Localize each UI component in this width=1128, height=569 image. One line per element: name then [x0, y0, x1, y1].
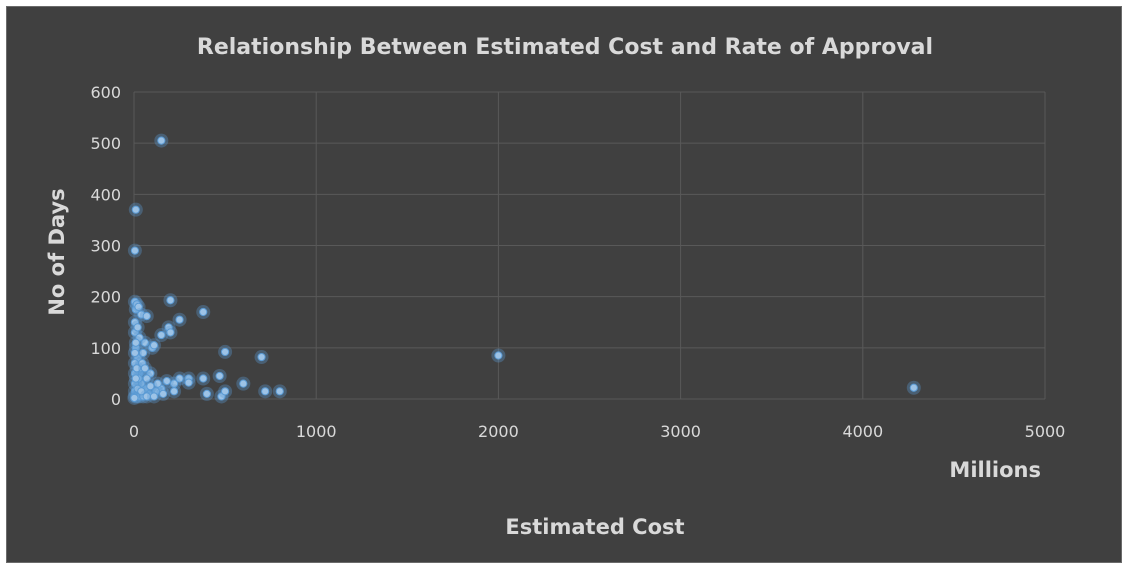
data-point — [127, 243, 142, 258]
y-tick-label: 400 — [90, 185, 121, 204]
y-tick-label: 300 — [90, 237, 121, 256]
data-point — [491, 348, 506, 363]
y-tick-label: 200 — [90, 288, 121, 307]
x-tick-label: 5000 — [1025, 422, 1066, 441]
data-point — [127, 345, 142, 360]
x-tick-label: 2000 — [478, 422, 519, 441]
y-axis-ticks: 0 100 200 300 400 500 600 — [90, 83, 121, 409]
data-point — [167, 384, 182, 399]
data-point — [218, 384, 233, 399]
x-tick-label: 0 — [129, 422, 139, 441]
data-point — [906, 380, 921, 395]
data-point — [147, 389, 162, 404]
data-point — [127, 390, 142, 405]
data-point — [156, 386, 171, 401]
data-point — [143, 379, 158, 394]
data-point — [139, 309, 154, 324]
data-point — [131, 299, 146, 314]
data-point — [130, 320, 145, 335]
data-point — [128, 335, 143, 350]
data-point — [159, 374, 174, 389]
data-point — [150, 376, 165, 391]
x-axis-unit-label: Millions — [949, 458, 1041, 482]
data-points — [127, 133, 921, 405]
data-point — [254, 350, 269, 365]
data-point — [154, 133, 169, 148]
gridlines — [133, 91, 1046, 400]
data-point — [236, 376, 251, 391]
data-point — [163, 293, 178, 308]
y-tick-label: 600 — [90, 83, 121, 102]
y-tick-label: 500 — [90, 134, 121, 153]
data-point — [128, 202, 143, 217]
data-point — [129, 361, 144, 376]
y-tick-label: 100 — [90, 339, 121, 358]
y-axis-title: No of Days — [45, 188, 69, 315]
data-point — [272, 384, 287, 399]
data-point — [181, 375, 196, 390]
data-point — [136, 345, 151, 360]
data-point — [218, 344, 233, 359]
x-tick-label: 1000 — [296, 422, 337, 441]
x-tick-label: 3000 — [660, 422, 701, 441]
x-axis-ticks: 0 1000 2000 3000 4000 5000 — [129, 422, 1065, 441]
data-point — [137, 361, 152, 376]
y-tick-label: 0 — [111, 390, 121, 409]
data-point — [139, 371, 154, 386]
data-point — [196, 371, 211, 386]
chart-area: Relationship Between Estimated Cost and … — [6, 6, 1122, 563]
data-point — [147, 338, 162, 353]
scatter-chart: Relationship Between Estimated Cost and … — [45, 35, 1065, 539]
data-point — [258, 384, 273, 399]
data-point — [212, 368, 227, 383]
data-point — [172, 312, 187, 327]
data-point — [199, 386, 214, 401]
data-point — [128, 371, 143, 386]
data-point — [154, 328, 169, 343]
x-axis-title: Estimated Cost — [505, 515, 684, 539]
data-point — [196, 305, 211, 320]
data-point — [163, 325, 178, 340]
data-point — [139, 389, 154, 404]
x-tick-label: 4000 — [842, 422, 883, 441]
chart-title: Relationship Between Estimated Cost and … — [197, 35, 933, 60]
